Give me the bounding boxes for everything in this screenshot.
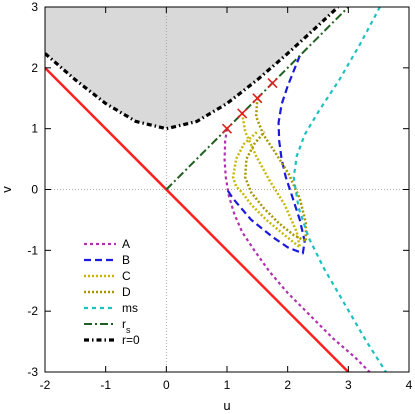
y-tick-label: -1 — [27, 243, 38, 257]
shaded-region — [45, 7, 339, 129]
legend-label: r=0 — [122, 333, 140, 347]
marker-stroke — [237, 108, 248, 119]
y-axis-label: v — [0, 186, 14, 193]
legend-item: A — [84, 237, 130, 251]
x-tick-label: 0 — [163, 378, 170, 392]
x-tick-label: 2 — [284, 378, 291, 392]
marker-stroke — [252, 93, 263, 104]
x-tick-label: 3 — [345, 378, 352, 392]
legend-item: r=0 — [84, 333, 140, 347]
series-line-a — [223, 128, 371, 372]
y-tick-label: 0 — [31, 183, 38, 197]
marker-x-1 — [221, 123, 233, 134]
x-tick-label: 4 — [406, 378, 413, 392]
legend-item: C — [84, 269, 131, 283]
series-line-d — [243, 98, 308, 243]
legend-item: rs — [84, 317, 131, 335]
legend-label: B — [122, 253, 130, 267]
legend-item: B — [84, 253, 130, 267]
y-tick-label: 2 — [31, 61, 38, 75]
legend-item: ms — [84, 301, 138, 315]
series-line-c — [231, 113, 302, 249]
y-tick-label: -3 — [27, 365, 38, 379]
marker-x-4 — [267, 77, 278, 89]
shaded-area — [45, 7, 339, 129]
legend-label: rs — [122, 317, 131, 335]
x-tick-label: -1 — [100, 378, 111, 392]
y-tick-label: 3 — [31, 0, 38, 14]
markers-layer — [221, 77, 278, 134]
zero-gridlines — [45, 7, 409, 372]
legend-label: ms — [122, 301, 138, 315]
reference-line — [45, 66, 350, 372]
y-tick-label: -2 — [27, 304, 38, 318]
x-axis-label: u — [223, 398, 230, 413]
y-tick-label: 1 — [31, 122, 38, 136]
series-line-r-0 — [45, 7, 340, 131]
legend-item: D — [84, 285, 131, 299]
marker-x-2 — [237, 108, 248, 119]
marker-x-3 — [252, 93, 263, 104]
legend-label: A — [122, 237, 130, 251]
marker-stroke — [267, 77, 278, 89]
series-line-b — [226, 55, 306, 255]
legend-label: D — [122, 285, 131, 299]
x-tick-label: 1 — [224, 378, 231, 392]
legend-label: C — [122, 269, 131, 283]
series-line-ms — [292, 7, 387, 372]
x-tick-label: -2 — [40, 378, 51, 392]
marker-stroke — [221, 123, 233, 134]
